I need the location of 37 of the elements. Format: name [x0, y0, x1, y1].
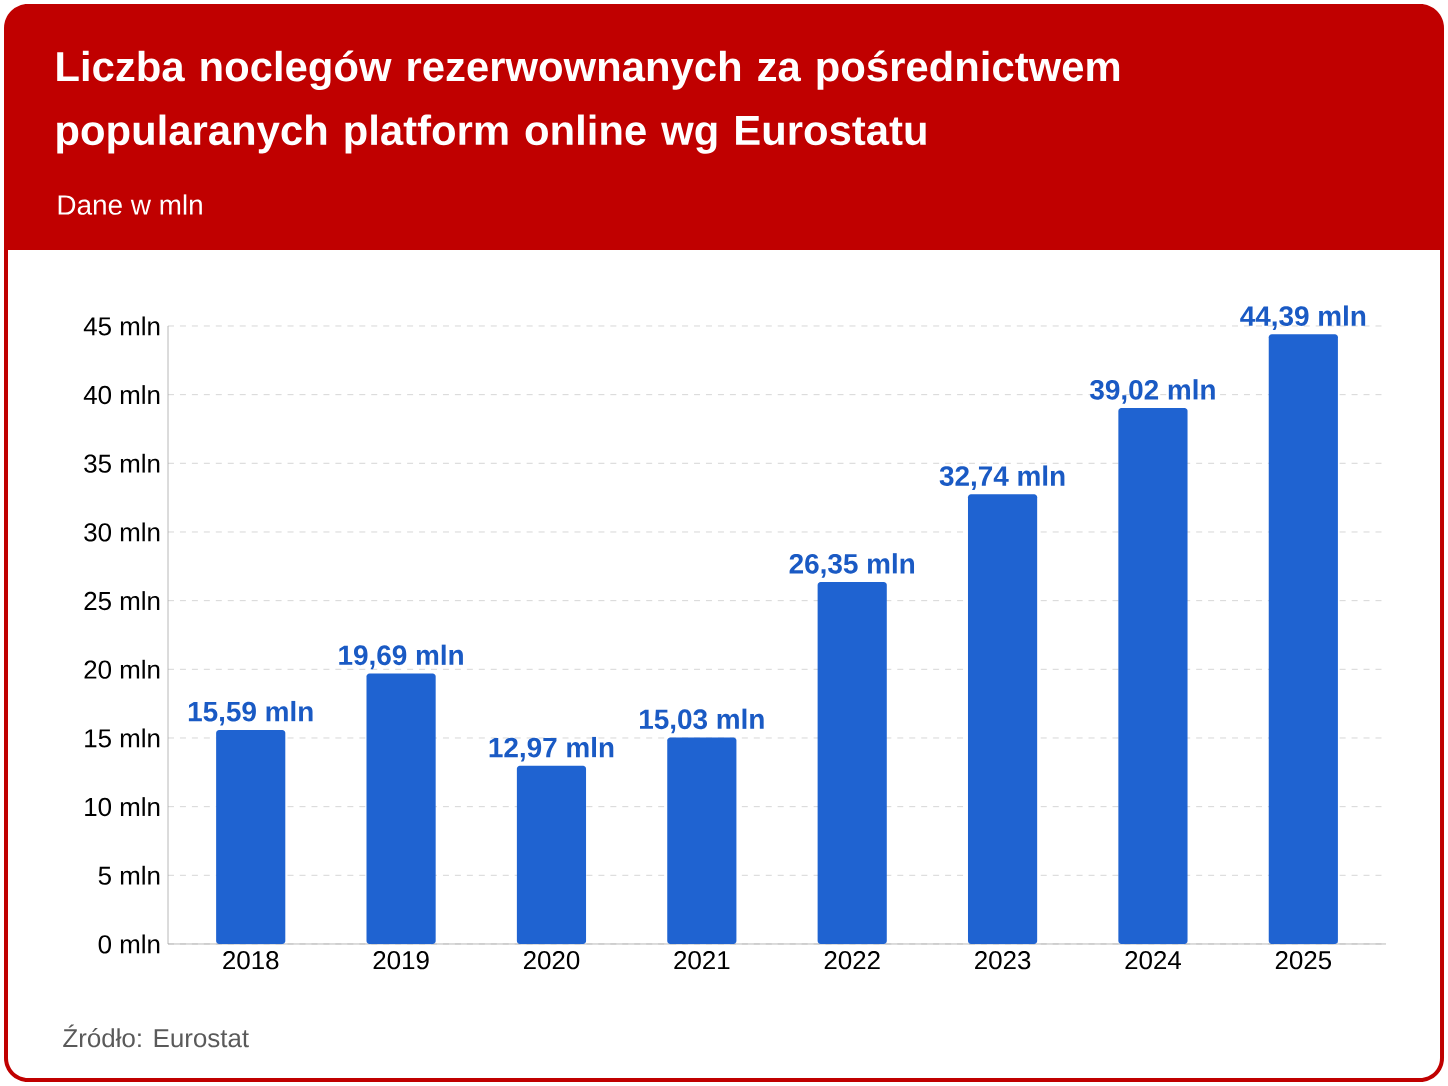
y-tick-label: 35 mln: [84, 453, 160, 473]
x-tick-label: 2021: [674, 951, 730, 970]
x-tick-label: 2023: [975, 951, 1031, 970]
bar: [216, 729, 286, 944]
y-tick-label: 20 mln: [84, 659, 160, 679]
x-tick-label: 2025: [1275, 951, 1332, 970]
bar: [366, 673, 436, 944]
y-tick-label: 10 mln: [85, 797, 160, 817]
bar: [1268, 334, 1338, 944]
y-tick-label: 40 mln: [83, 385, 160, 405]
chart-title: Liczba noclegów rezerwownanych za pośrednictwem popularanych platform online wg Eurostatu: [57, 50, 1120, 154]
y-tick-label: 5 mln: [98, 865, 160, 885]
bar: [967, 494, 1038, 944]
data-label: 39,02 mln: [1090, 379, 1215, 404]
x-tick-label: 2019: [373, 951, 429, 970]
y-tick-label: 30 mln: [84, 522, 160, 542]
data-label: 26,35 mln: [789, 553, 915, 578]
data-label: 44,39 mln: [1240, 305, 1366, 330]
x-tick-label: 2020: [523, 951, 580, 970]
x-tick-label: 2022: [824, 951, 880, 970]
x-tick-label: 2024: [1125, 951, 1181, 970]
bar: [667, 737, 737, 944]
chart-subtitle: Dane w mln: [58, 194, 202, 215]
y-tick-label: 0 mln: [98, 934, 160, 954]
y-tick-label: 25 mln: [84, 591, 160, 611]
data-label: 12,97 mln: [489, 736, 614, 762]
y-tick-label: 45 mln: [83, 316, 160, 336]
bar: [516, 765, 587, 944]
data-label: 19,69 mln: [339, 644, 463, 670]
bar: [817, 582, 887, 944]
data-label: 15,03 mln: [640, 708, 764, 734]
data-label: 15,59 mln: [188, 700, 313, 726]
y-tick-label: 15 mln: [85, 728, 160, 748]
text: Źródło: Eurostat: [63, 1024, 249, 1048]
x-tick-label: 2018: [223, 951, 279, 970]
data-label: 32,74 mln: [939, 465, 1065, 490]
bar: [1118, 408, 1188, 944]
